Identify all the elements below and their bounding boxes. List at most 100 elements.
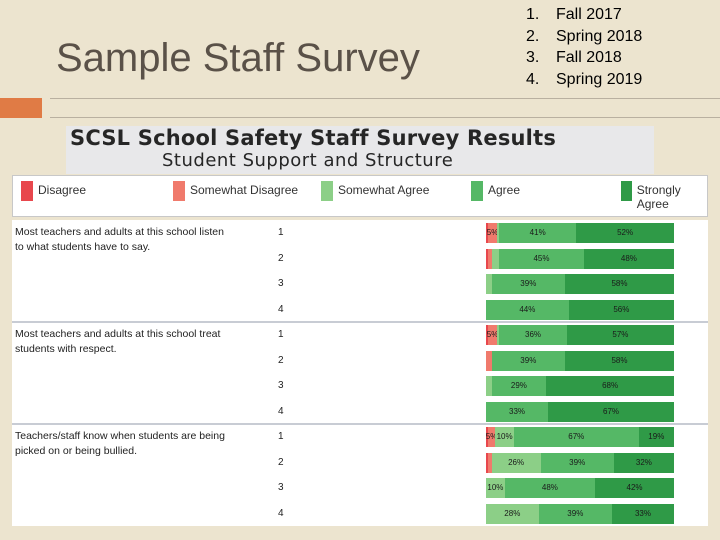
bar-segment xyxy=(486,503,539,524)
term-axis-label: 1 xyxy=(278,329,284,340)
term-number: 3. xyxy=(526,49,540,66)
bar-segment xyxy=(486,350,492,371)
bar-value-label: 32% xyxy=(635,457,652,467)
term-number: 2. xyxy=(526,27,540,45)
bar-value-label: 36% xyxy=(524,330,542,339)
bar-segment xyxy=(487,452,492,473)
bar-value-label: 26% xyxy=(508,457,525,467)
term-number: 4. xyxy=(526,70,540,88)
bar-segment xyxy=(583,248,674,269)
bar-value-label: 68% xyxy=(602,381,619,390)
term-label: Spring 2018 xyxy=(556,27,643,45)
bar-segment xyxy=(504,478,596,498)
bar-value-label: 67% xyxy=(603,406,620,416)
bar-segment xyxy=(486,325,488,345)
bar-segment xyxy=(538,503,612,524)
legend-swatch xyxy=(471,181,483,201)
bar-value-label: 39% xyxy=(520,355,537,365)
bar-segment xyxy=(487,223,498,243)
term-label: Fall 2017 xyxy=(556,6,622,23)
bar-segment xyxy=(491,248,500,269)
legend-item: Strongly Agree xyxy=(621,181,707,211)
bar-value-label: 5% xyxy=(486,330,499,339)
term-axis-label: 4 xyxy=(278,507,284,519)
legend-label: Strongly Agree xyxy=(636,183,681,211)
bar-segment xyxy=(486,478,505,498)
bar-value-label: 28% xyxy=(504,508,521,518)
bar-segment xyxy=(486,427,488,447)
bar-value-label: 42% xyxy=(626,483,643,492)
chart-legend: Disagree Somewhat Disagree Somewhat Agree A… xyxy=(12,175,708,217)
term-axis-label: 3 xyxy=(278,482,284,493)
bar-segment xyxy=(486,274,492,294)
bar-value-label: 29% xyxy=(510,381,527,390)
bar-segment xyxy=(486,452,488,473)
bar-value-label: 19% xyxy=(648,432,665,441)
bar-segment xyxy=(568,299,674,320)
bar-segment xyxy=(497,325,500,345)
bar-value-label: 57% xyxy=(612,330,629,339)
bar-segment xyxy=(564,350,674,371)
bar-segment xyxy=(486,376,492,396)
question-label: Teachers/staff know when students are be… xyxy=(15,430,225,457)
legend-swatch xyxy=(321,181,333,201)
legend-swatch xyxy=(621,181,632,201)
legend-item: Agree xyxy=(471,181,520,201)
chart-title: SCSL School Safety Staff Survey Results xyxy=(70,126,557,150)
bar-value-label: 39% xyxy=(569,457,586,467)
chart-banner: SCSL School Safety Staff Survey Results … xyxy=(66,126,654,174)
bar-value-label: 10% xyxy=(496,432,513,441)
bar-value-label: 45% xyxy=(533,253,550,263)
bar-segment xyxy=(540,452,614,473)
bar-value-label: 5% xyxy=(485,432,498,441)
bar-segment xyxy=(576,223,674,243)
bar-value-label: 58% xyxy=(611,355,628,365)
term-axis-label: 1 xyxy=(278,431,284,442)
bar-segment xyxy=(611,503,674,524)
term-axis-label: 2 xyxy=(278,354,284,366)
bar-segment xyxy=(486,248,488,269)
bar-segment xyxy=(499,223,577,243)
legend-label: Agree xyxy=(488,183,521,197)
bar-value-label: 10% xyxy=(487,483,504,492)
bar-segment xyxy=(491,452,541,473)
legend-item: Somewhat Agree xyxy=(321,181,429,201)
bar-segment xyxy=(495,427,514,447)
bar-segment xyxy=(497,223,500,243)
chart-plot-area: Most teachers and adults at this school … xyxy=(12,220,708,526)
term-item: 3. Fall 2018 xyxy=(526,47,642,69)
bar-value-label: 5% xyxy=(486,228,499,237)
term-number: 1. xyxy=(526,6,540,23)
bar-value-label: 33% xyxy=(509,406,526,416)
bar-segment xyxy=(638,427,674,447)
term-item: 2. Spring 2018 xyxy=(526,26,642,48)
bar-value-label: 39% xyxy=(567,508,584,518)
bar-value-label: 52% xyxy=(617,228,634,237)
legend-label: Disagree xyxy=(38,183,87,197)
term-list: 1. Fall 2017 2. Spring 2018 3. Fall 2018 4.… xyxy=(526,4,642,90)
bar-value-label: 48% xyxy=(541,483,558,492)
bar-value-label: 67% xyxy=(568,432,585,441)
accent-rule xyxy=(50,98,720,118)
slide-title: Sample Staff Survey xyxy=(56,36,420,80)
accent-block xyxy=(0,98,42,118)
bar-value-label: 58% xyxy=(611,279,628,288)
term-item: 1. Fall 2017 xyxy=(526,4,642,26)
bar-segment xyxy=(487,248,492,269)
bar-segment xyxy=(564,274,674,294)
question-label: Most teachers and adults at this school … xyxy=(15,226,224,253)
term-axis-label: 3 xyxy=(278,278,284,289)
group-divider xyxy=(12,423,708,425)
bar-value-label: 41% xyxy=(529,228,546,237)
bar-segment xyxy=(491,376,547,396)
term-axis-label: 4 xyxy=(278,405,284,417)
bar-segment xyxy=(487,325,498,345)
bar-segment xyxy=(499,248,584,269)
bar-segment xyxy=(491,274,565,294)
legend-label: Somewhat Agree xyxy=(338,183,430,197)
bar-segment xyxy=(566,325,674,345)
bar-value-label: 56% xyxy=(613,304,630,314)
bar-value-label: 44% xyxy=(519,304,536,314)
bar-segment xyxy=(486,401,549,422)
bar-segment xyxy=(487,427,496,447)
